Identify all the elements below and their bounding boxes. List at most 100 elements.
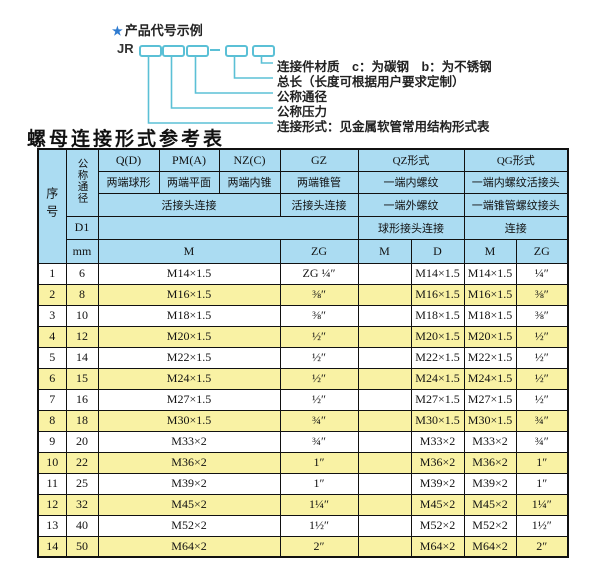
cell-dn: 50	[65, 535, 99, 558]
header-blank	[97, 215, 359, 240]
cell-m: M52×2	[97, 514, 281, 537]
cell-dn: 20	[65, 430, 99, 453]
cell-qz_d: M45×2	[410, 493, 465, 516]
cell-qg_zg: ⅜″	[515, 304, 569, 327]
cell-qz_m	[357, 325, 412, 348]
cell-seq: 3	[37, 304, 67, 327]
code-label-pressure: 公称压力	[277, 105, 328, 119]
cell-zg: ⅜″	[279, 304, 359, 327]
cell-qz_m	[357, 472, 412, 495]
code-label-connection: 连接形式：见金属软管常用结构形式表	[277, 120, 490, 134]
cell-m: M64×2	[97, 535, 281, 558]
cell-qz_d: M22×1.5	[410, 346, 465, 369]
code-label-material: 连接件材质 c：为碳钢 b：为不锈钢	[277, 60, 492, 74]
cell-qz_d: M24×1.5	[410, 367, 465, 390]
cell-qg_zg: 1″	[515, 451, 569, 474]
cell-qg_m: M45×2	[463, 493, 517, 516]
cell-qz_m	[357, 346, 412, 369]
header-col-gz: GZ	[279, 148, 359, 172]
cell-m: M39×2	[97, 472, 281, 495]
cell-qz_d: M16×1.5	[410, 283, 465, 306]
table-row: 5 14 M22×1.5 ½″ M22×1.5 M22×1.5 ½″	[37, 346, 569, 369]
cell-zg: ½″	[279, 325, 359, 348]
code-box-diameter	[186, 45, 209, 57]
cell-zg: ¾″	[279, 430, 359, 453]
table-row: 10 22 M36×2 1″ M36×2 M36×2 1″	[37, 451, 569, 474]
header-col-qz: QZ形式	[357, 148, 465, 172]
header-col-qg: QG形式	[463, 148, 569, 172]
cell-qz_m	[357, 388, 412, 411]
header-m-label: M	[97, 238, 281, 264]
cell-m: M20×1.5	[97, 325, 281, 348]
cell-m: M14×1.5	[97, 262, 281, 285]
cell-qg_zg: ½″	[515, 367, 569, 390]
cell-qg_zg: 2″	[515, 535, 569, 558]
code-box-pressure	[162, 45, 185, 57]
cell-qz_d: M33×2	[410, 430, 465, 453]
header-qz-d-label: D	[410, 238, 465, 264]
cell-qz_m	[357, 262, 412, 285]
cell-qg_zg: ½″	[515, 325, 569, 348]
table-row: 13 40 M52×2 1½″ M52×2 M52×2 1½″	[37, 514, 569, 537]
header-qz-m-label: M	[357, 238, 412, 264]
cell-qz_m	[357, 304, 412, 327]
table-row: 1 6 M14×1.5 ZG ¼″ M14×1.5 M14×1.5 ¼″	[37, 262, 569, 285]
connector-lines-graphic	[147, 54, 273, 124]
cell-qg_zg: ½″	[515, 346, 569, 369]
cell-qg_m: M39×2	[463, 472, 517, 495]
cell-qg_m: M64×2	[463, 535, 517, 558]
cell-seq: 12	[37, 493, 67, 516]
cell-qg_zg: ¾″	[515, 409, 569, 432]
cell-qg_zg: 1″	[515, 472, 569, 495]
cell-zg: ½″	[279, 388, 359, 411]
cell-qz_d: M14×1.5	[410, 262, 465, 285]
header-col-pm: PM(A)	[158, 148, 220, 172]
cell-qz_d: M27×1.5	[410, 388, 465, 411]
cell-qg_m: M16×1.5	[463, 283, 517, 306]
table-row: 11 25 M39×2 1″ M39×2 M39×2 1″	[37, 472, 569, 495]
diagram-title-text: 产品代号示例	[124, 23, 203, 38]
code-label-length: 总长（长度可根据用户要求定制）	[277, 75, 465, 89]
cell-qz_m	[357, 493, 412, 516]
table-row: 2 8 M16×1.5 ⅜″ M16×1.5 M16×1.5 ⅜″	[37, 283, 569, 306]
cell-qg_m: M33×2	[463, 430, 517, 453]
cell-dn: 8	[65, 283, 99, 306]
cell-seq: 2	[37, 283, 67, 306]
cell-qz_m	[357, 367, 412, 390]
cell-dn: 12	[65, 325, 99, 348]
star-icon: ★	[112, 24, 123, 38]
header-col-q: Q(D)	[97, 148, 160, 172]
cell-m: M27×1.5	[97, 388, 281, 411]
header-qg-m-label: M	[463, 238, 517, 264]
header-d1: D1	[65, 215, 99, 240]
header-qg-conn: 连接	[463, 215, 569, 240]
nut-connection-table: 序号 公称通径 Q(D) PM(A) NZ(C) GZ QZ形式 QG形式 两端…	[37, 148, 570, 558]
cell-seq: 8	[37, 409, 67, 432]
cell-m: M33×2	[97, 430, 281, 453]
cell-seq: 11	[37, 472, 67, 495]
cell-qg_m: M20×1.5	[463, 325, 517, 348]
cell-m: M24×1.5	[97, 367, 281, 390]
cell-seq: 9	[37, 430, 67, 453]
cell-dn: 6	[65, 262, 99, 285]
cell-seq: 6	[37, 367, 67, 390]
header-dn: 公称通径	[65, 148, 99, 217]
cell-seq: 13	[37, 514, 67, 537]
cell-zg: ¾″	[279, 409, 359, 432]
header-mm: mm	[65, 238, 99, 264]
table-row: 12 32 M45×2 1¼″ M45×2 M45×2 1¼″	[37, 493, 569, 516]
header-zg-label: ZG	[279, 238, 359, 264]
cell-qg_m: M27×1.5	[463, 388, 517, 411]
table-row: 14 50 M64×2 2″ M64×2 M64×2 2″	[37, 535, 569, 558]
cell-qg_m: M30×1.5	[463, 409, 517, 432]
cell-seq: 1	[37, 262, 67, 285]
cell-m: M36×2	[97, 451, 281, 474]
cell-dn: 32	[65, 493, 99, 516]
header-union-conn: 活接头连接	[97, 192, 281, 217]
cell-zg: ⅜″	[279, 283, 359, 306]
cell-seq: 7	[37, 388, 67, 411]
code-dash	[210, 49, 220, 51]
table-row: 8 18 M30×1.5 ¾″ M30×1.5 M30×1.5 ¾″	[37, 409, 569, 432]
cell-m: M18×1.5	[97, 304, 281, 327]
cell-dn: 16	[65, 388, 99, 411]
